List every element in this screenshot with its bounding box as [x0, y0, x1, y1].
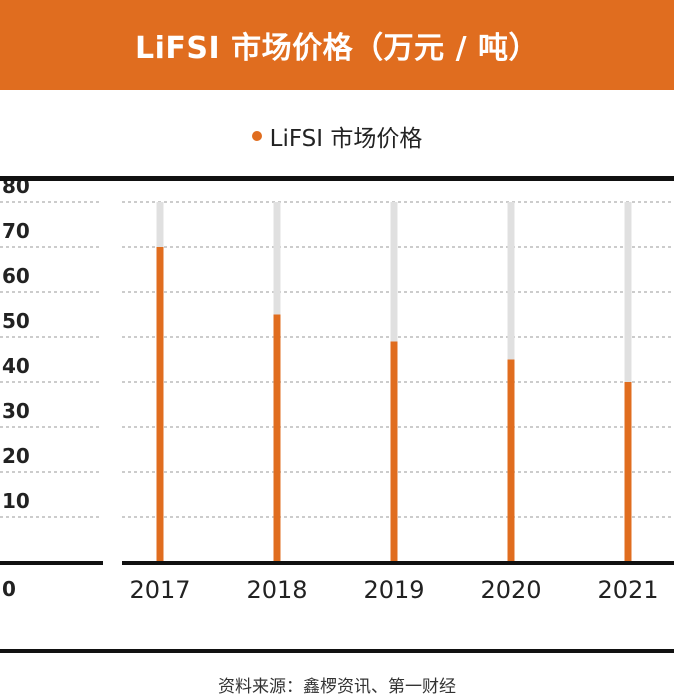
top-rule: [0, 176, 674, 181]
y-tick-label: 70: [2, 219, 30, 243]
bar: [273, 314, 281, 562]
x-tick-label: 2021: [597, 576, 658, 604]
y-tick-label: 50: [2, 309, 30, 333]
bar: [156, 247, 164, 562]
x-tick-label: 2018: [246, 576, 307, 604]
bar: [507, 359, 515, 562]
x-tick-label: 2020: [480, 576, 541, 604]
y-tick-label: 40: [2, 354, 30, 378]
x-tick-label: 2019: [363, 576, 424, 604]
chart-title: LiFSI 市场价格（万元 / 吨）: [135, 31, 539, 66]
legend: LiFSI 市场价格: [0, 118, 674, 154]
legend-label: LiFSI 市场价格: [269, 126, 423, 152]
y-tick-label: 10: [2, 489, 30, 513]
y-tick-label: 60: [2, 264, 30, 288]
x-tick-label: 2017: [129, 576, 190, 604]
bar: [390, 341, 398, 562]
y-tick-label: 0: [2, 577, 16, 601]
y-tick-label: 20: [2, 444, 30, 468]
y-tick-label: 30: [2, 399, 30, 423]
y-tick-label: 80: [2, 181, 30, 198]
title-band: LiFSI 市场价格（万元 / 吨）: [0, 0, 674, 90]
x-axis: [122, 561, 674, 565]
x-axis-left: [0, 561, 103, 565]
bar: [624, 382, 632, 562]
source-note: 资料来源：鑫椤资讯、第一财经: [218, 677, 456, 697]
legend-marker: [251, 131, 262, 141]
bottom-rule: [0, 649, 674, 653]
bar-chart: 0 10 20 30 40 50 60 70 80 2017 2018 2019 2020 2021: [0, 181, 674, 604]
